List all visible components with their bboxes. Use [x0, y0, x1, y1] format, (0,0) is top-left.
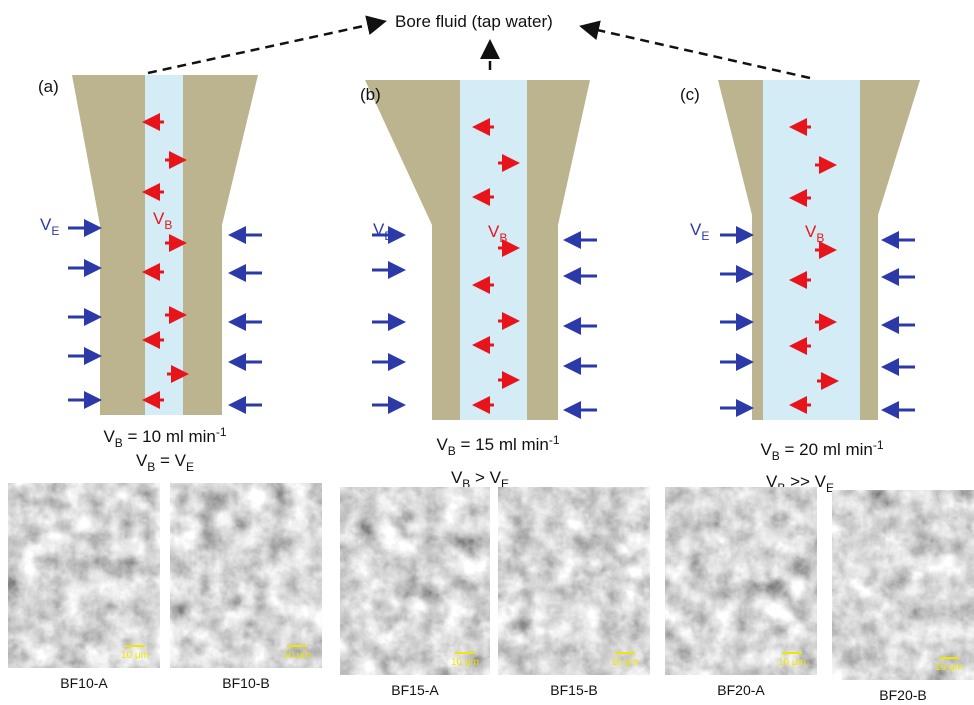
panel-label: (a): [38, 77, 59, 96]
title: Bore fluid (tap water): [395, 12, 553, 31]
text-part: = 10 ml min: [123, 427, 216, 446]
dashed-arrow: [584, 27, 810, 78]
rate-label: VB = 15 ml min-1: [436, 433, 559, 458]
text-part: V: [436, 435, 448, 454]
text-part: E: [384, 229, 392, 243]
text-part: B: [499, 231, 507, 245]
scale-label: 10 μm: [451, 657, 479, 668]
text-part: B: [448, 444, 456, 458]
text-part: V: [153, 209, 165, 228]
text-part: B: [816, 231, 824, 245]
sem-image: [340, 487, 490, 675]
image-caption: BF20-A: [717, 682, 765, 698]
sem-image: [665, 487, 817, 675]
text-part: B: [115, 436, 123, 450]
ve-label: VE: [40, 215, 59, 238]
text-part: -1: [216, 425, 227, 439]
rate-label: VB = 20 ml min-1: [760, 438, 883, 463]
ve-label: VE: [690, 220, 709, 243]
sem-image: [8, 483, 160, 668]
rate-label: VB = 10 ml min-1: [103, 425, 226, 450]
text-part: V: [136, 451, 148, 470]
text-part: -1: [873, 438, 884, 452]
text-part: E: [186, 460, 194, 474]
scale-label: 10 μm: [935, 662, 963, 673]
text-part: B: [147, 460, 155, 474]
text-part: V: [690, 220, 702, 239]
text-part: E: [701, 229, 709, 243]
sem-image: [832, 490, 974, 680]
image-caption: BF10-A: [60, 675, 108, 691]
sem-image: [170, 483, 322, 668]
sem-image: [498, 487, 650, 675]
text-part: B: [772, 449, 780, 463]
image-caption: BF10-B: [222, 675, 269, 691]
scale-label: 10 μm: [778, 657, 806, 668]
relation-label: VB = VE: [136, 451, 194, 474]
bore-lumen: [460, 80, 527, 420]
scale-label: 10 μm: [121, 650, 149, 661]
scale-label: 10 μm: [283, 650, 311, 661]
text-part: V: [805, 222, 817, 241]
image-caption: BF15-A: [391, 682, 439, 698]
text-part: V: [40, 215, 52, 234]
image-caption: BF20-B: [879, 687, 926, 703]
text-part: V: [488, 222, 500, 241]
text-part: = V: [155, 451, 186, 470]
scale-label: 10 μm: [611, 657, 639, 668]
text-part: = 20 ml min: [780, 440, 873, 459]
panel-label: (b): [360, 85, 381, 104]
text-part: V: [760, 440, 772, 459]
figure: Bore fluid (tap water) (a)VEVBVB = 10 ml…: [0, 0, 974, 705]
text-part: V: [373, 220, 385, 239]
text-part: E: [51, 224, 59, 238]
ve-label: VE: [373, 220, 392, 243]
text-part: V: [451, 468, 463, 487]
text-part: = 15 ml min: [456, 435, 549, 454]
bore-lumen: [145, 75, 183, 415]
text-part: V: [103, 427, 115, 446]
text-part: > V: [470, 468, 501, 487]
image-caption: BF15-B: [550, 682, 597, 698]
dashed-arrow: [148, 22, 382, 73]
text-part: B: [164, 218, 172, 232]
text-part: -1: [549, 433, 560, 447]
bore-lumen: [763, 80, 860, 420]
panel-label: (c): [680, 85, 700, 104]
